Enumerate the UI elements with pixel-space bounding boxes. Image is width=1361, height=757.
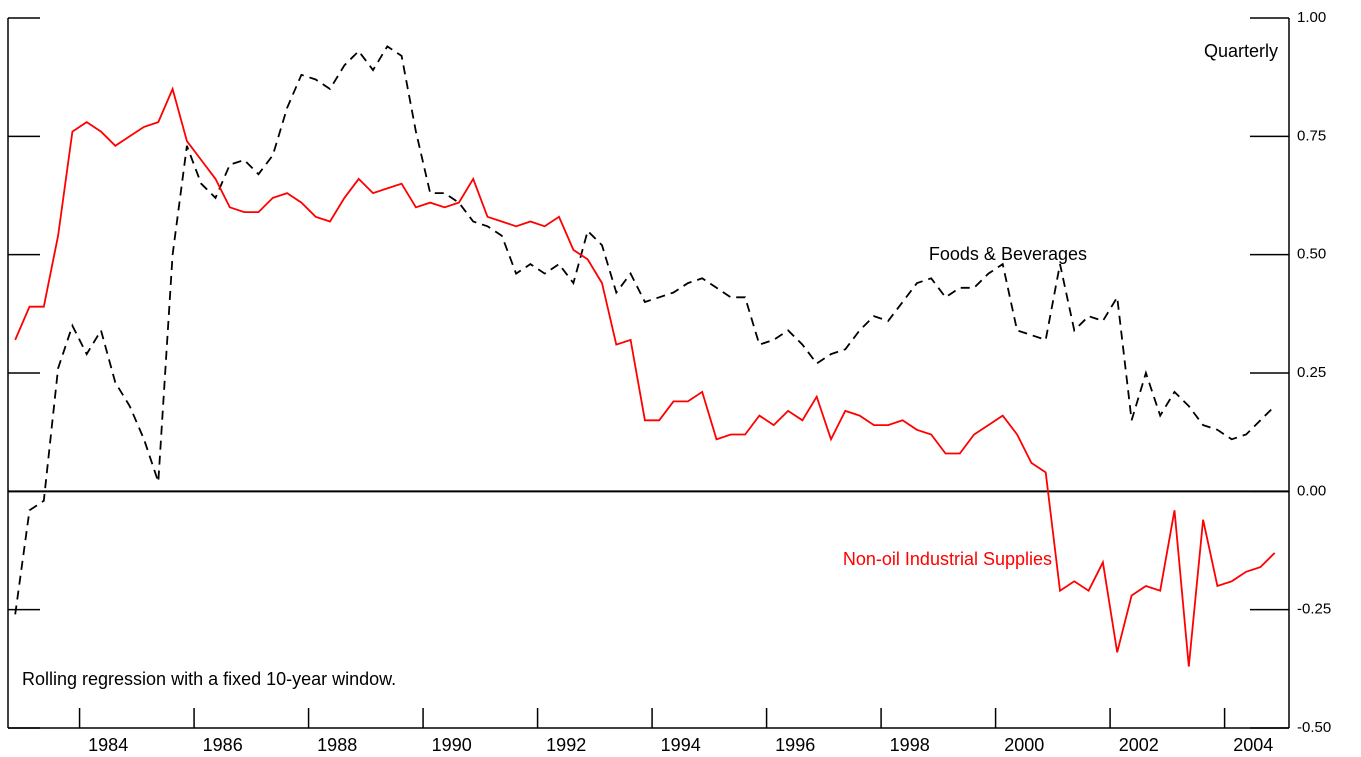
series-line [14, 45, 1276, 615]
series-label: Foods & Beverages [929, 244, 1087, 264]
y-tick-label: -0.25 [1297, 601, 1331, 618]
x-tick-label: 1992 [546, 735, 586, 755]
x-tick-label: 1984 [88, 735, 128, 755]
x-tick-label: 1996 [775, 735, 815, 755]
x-tick-label: 1990 [432, 735, 472, 755]
x-tick-label: 1988 [317, 735, 357, 755]
footnote: Rolling regression with a fixed 10-year … [22, 669, 396, 689]
x-tick-label: 2000 [1004, 735, 1044, 755]
x-tick-label: 1994 [661, 735, 701, 755]
y-tick-label: 0.50 [1297, 246, 1326, 263]
x-tick-label: 2004 [1233, 735, 1273, 755]
y-tick-label: -0.50 [1297, 719, 1331, 736]
y-tick-label: 0.25 [1297, 364, 1326, 381]
x-tick-label: 1998 [890, 735, 930, 755]
y-tick-label: 0.75 [1297, 127, 1326, 144]
x-tick-label: 1986 [203, 735, 243, 755]
series-label: Non-oil Industrial Supplies [843, 549, 1052, 569]
series-line [14, 86, 1276, 667]
y-tick-label: 1.00 [1297, 9, 1326, 26]
x-tick-label: 2002 [1119, 735, 1159, 755]
y-tick-label: 0.00 [1297, 482, 1326, 499]
frequency-label: Quarterly [1204, 41, 1278, 61]
